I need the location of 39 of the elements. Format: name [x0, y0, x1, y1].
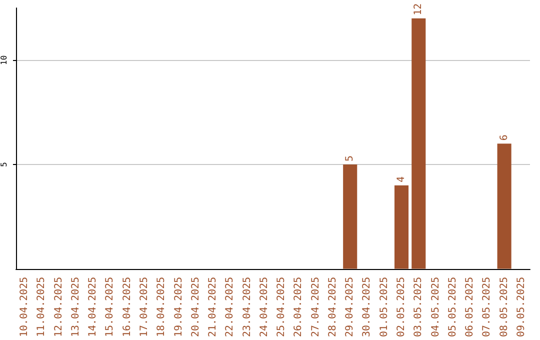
x-tick-label: 04.05.2025: [430, 276, 442, 338]
data-label: 4: [396, 176, 407, 182]
x-tick-label: 29.04.2025: [344, 276, 356, 338]
x-tick-label: 17.04.2025: [139, 276, 150, 338]
x-tick-label: 22.04.2025: [224, 276, 236, 338]
x-tick-label: 11.04.2025: [36, 276, 48, 338]
x-tick-label: 27.04.2025: [310, 276, 322, 338]
x-tick-label: 23.04.2025: [242, 276, 253, 338]
x-tick-label: 25.04.2025: [276, 276, 288, 338]
data-label: 5: [344, 155, 356, 162]
x-tick-label: 14.04.2025: [88, 276, 99, 338]
x-tick-label: 08.05.2025: [498, 276, 510, 338]
y-tick-label: 10: [0, 55, 8, 65]
x-tick-label: 09.05.2025: [516, 276, 527, 338]
x-tick-label: 10.04.2025: [19, 276, 30, 338]
data-label: 6: [498, 134, 510, 141]
x-tick-label: 05.05.2025: [447, 276, 458, 338]
bar: [394, 185, 409, 269]
x-tick-label: 30.04.2025: [362, 276, 373, 338]
x-tick-label: 07.05.2025: [482, 276, 493, 338]
x-tick-label: 12.04.2025: [53, 276, 64, 338]
x-tick-label: 26.04.2025: [293, 276, 304, 338]
x-tick-label: 13.04.2025: [70, 276, 82, 338]
x-tick-label: 16.04.2025: [122, 276, 133, 338]
x-tick-label: 03.05.2025: [413, 276, 424, 338]
x-tick-label: 01.05.2025: [378, 276, 390, 338]
bar: [343, 164, 358, 269]
data-label: 12: [413, 3, 424, 16]
x-tick-label: 06.05.2025: [464, 276, 476, 338]
bar: [497, 144, 512, 269]
x-tick-label: 02.05.2025: [396, 276, 407, 338]
x-tick-label: 24.04.2025: [258, 276, 270, 338]
x-tick-label: 21.04.2025: [208, 276, 219, 338]
bar: [412, 18, 426, 269]
x-tick-label: 20.04.2025: [190, 276, 202, 338]
x-tick-label: 18.04.2025: [156, 276, 168, 338]
x-tick-label: 15.04.2025: [104, 276, 116, 338]
x-tick-label: 28.04.2025: [327, 276, 338, 338]
x-tick-label: 19.04.2025: [173, 276, 184, 338]
